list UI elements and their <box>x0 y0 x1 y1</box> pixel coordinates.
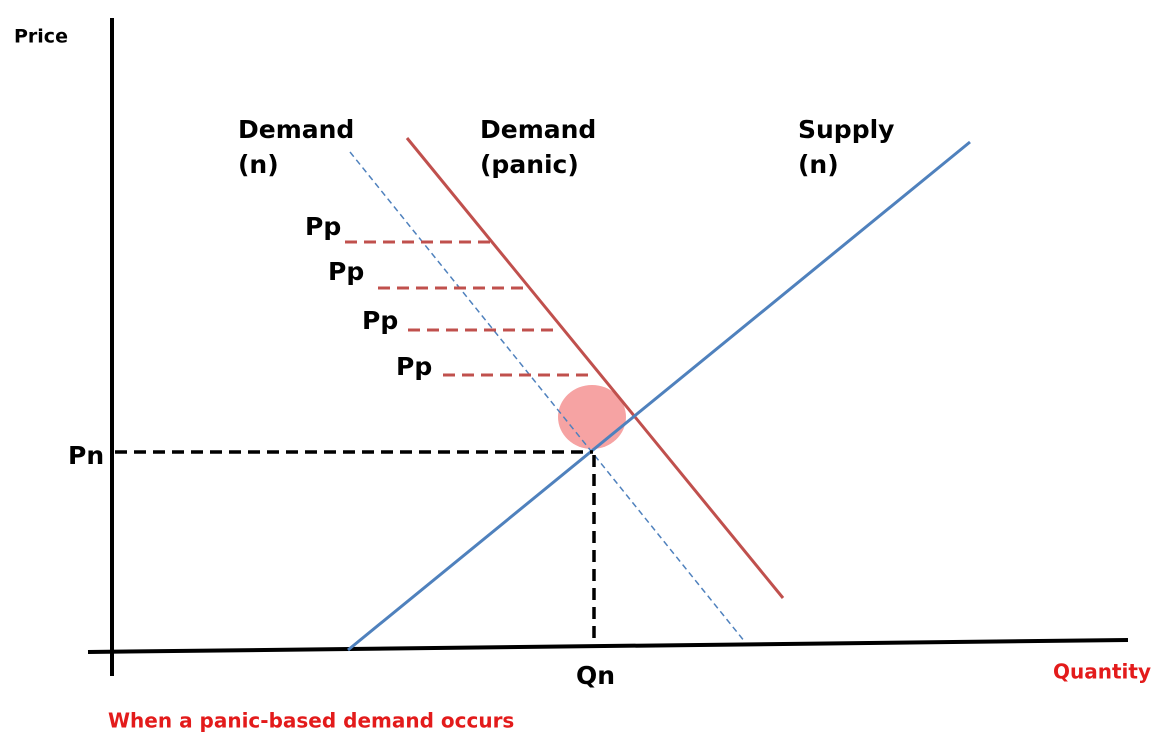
curve-label: (panic) <box>480 150 579 179</box>
pn-label: Pn <box>68 441 104 470</box>
pp-label: Pp <box>305 212 341 241</box>
pp-label: Pp <box>362 306 398 335</box>
x-axis <box>87 638 1129 654</box>
curve-label: Supply <box>798 115 894 144</box>
caption: When a panic-based demand occurs <box>108 709 514 733</box>
curve-label: (n) <box>238 150 279 179</box>
demand-normal-line <box>349 151 746 643</box>
curve-label: Demand <box>480 115 596 144</box>
demand-panic-line <box>405 137 785 599</box>
curve-label: (n) <box>798 150 839 179</box>
y-axis-label: Price <box>14 26 68 48</box>
curve-label: Demand <box>238 115 354 144</box>
x-axis-label: Quantity <box>1053 660 1151 684</box>
qn-label: Qn <box>576 661 615 690</box>
pp-label: Pp <box>396 352 432 381</box>
pp-label: Pp <box>328 257 364 286</box>
panic-highlight <box>558 385 626 449</box>
supply-line <box>347 140 971 652</box>
